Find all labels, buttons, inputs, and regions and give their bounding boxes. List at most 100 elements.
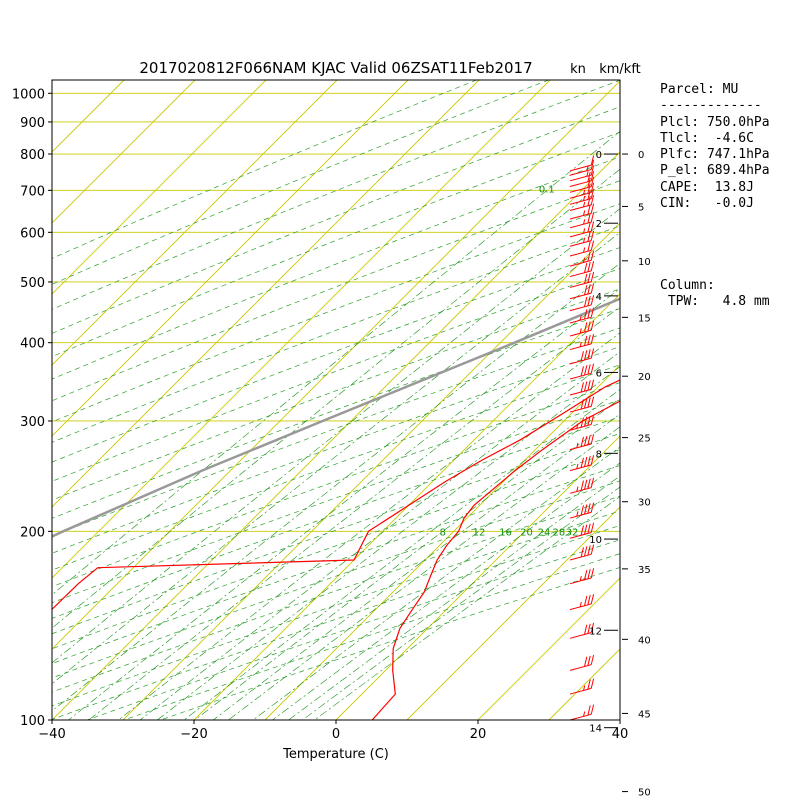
wind-barb bbox=[569, 176, 595, 193]
height-kft-label: 15 bbox=[638, 313, 651, 324]
wind-barb bbox=[569, 502, 595, 519]
column-parameters: Column: TPW: 4.8 mm bbox=[660, 278, 770, 311]
dry-adiabat bbox=[52, 106, 620, 334]
plot-frame bbox=[51, 79, 621, 721]
params-line: Tlcl: -4.6C bbox=[660, 130, 754, 146]
mixing-ratio-line bbox=[194, 398, 620, 720]
height-kft-label: 40 bbox=[638, 635, 651, 646]
height-km-label: 8 bbox=[596, 449, 602, 460]
wind-barb bbox=[569, 182, 595, 199]
isotherm bbox=[52, 80, 480, 508]
wind-barb bbox=[569, 363, 595, 380]
column-line: Column: bbox=[660, 278, 715, 293]
isotherm bbox=[52, 80, 196, 224]
mixing-ratio-line bbox=[52, 168, 620, 629]
pressure-tick-label: 100 bbox=[20, 714, 45, 729]
dry-adiabat bbox=[52, 80, 620, 310]
mixing-ratio-label-200: 20 bbox=[520, 527, 533, 538]
dry-adiabat bbox=[52, 364, 620, 571]
dry-adiabat-label: 270 bbox=[790, 129, 800, 148]
height-km-label: 12 bbox=[589, 626, 602, 637]
mixing-ratio-label-700: 2 bbox=[770, 184, 776, 195]
params-line: Parcel: MU bbox=[660, 82, 739, 97]
height-unit-label: km/kft bbox=[599, 62, 641, 77]
isotherm bbox=[193, 293, 620, 720]
mixing-ratio-label-200: 12 bbox=[473, 527, 486, 538]
wind-barb bbox=[569, 455, 595, 472]
wind-barb bbox=[569, 271, 595, 288]
height-km-label: 6 bbox=[596, 368, 602, 379]
mixing-ratio-line bbox=[52, 131, 620, 596]
temperature-tick-label: 0 bbox=[332, 727, 340, 742]
temperature-tick-label: 40 bbox=[612, 727, 629, 742]
wind-barb bbox=[569, 434, 595, 451]
wind-barb bbox=[569, 212, 595, 229]
wind-barb bbox=[569, 544, 595, 561]
height-kft-label: 5 bbox=[638, 202, 644, 213]
params-line: CAPE: 13.8J bbox=[660, 179, 754, 195]
wind-barb bbox=[569, 188, 595, 205]
wind-barb bbox=[569, 348, 595, 365]
isotherm bbox=[406, 506, 620, 720]
column-line: TPW: 4.8 mm bbox=[660, 294, 770, 310]
isotherm bbox=[52, 80, 551, 579]
wind-barb bbox=[569, 379, 595, 396]
mixing-ratio-label-200: 24 bbox=[538, 527, 551, 538]
wind-barb bbox=[569, 250, 595, 267]
params-line: ------------- bbox=[660, 98, 762, 114]
pressure-tick-label: 500 bbox=[20, 276, 45, 291]
wind-barb bbox=[569, 155, 595, 172]
temperature-tick-label: −20 bbox=[180, 727, 207, 742]
isotherm bbox=[52, 80, 54, 82]
temperature-tick-label: −40 bbox=[38, 727, 65, 742]
mixing-ratio-line bbox=[88, 306, 620, 720]
wind-barb bbox=[569, 283, 595, 300]
mixing-ratio-label-200: 8 bbox=[440, 527, 446, 538]
params-line: CIN: -0.0J bbox=[660, 196, 754, 212]
params-line: Plcl: 750.0hPa bbox=[660, 114, 770, 130]
height-km-label: 0 bbox=[596, 150, 602, 161]
temperature-tick-label: 20 bbox=[470, 727, 487, 742]
wind-barb bbox=[569, 221, 595, 238]
dry-adiabat bbox=[52, 449, 620, 650]
dry-adiabat bbox=[52, 203, 620, 423]
isotherm bbox=[122, 222, 620, 720]
mixing-ratio-label-200: 32 bbox=[566, 527, 579, 538]
wind-barb bbox=[569, 568, 595, 585]
pressure-tick-label: 700 bbox=[20, 184, 45, 199]
mixing-ratio-label-700: 0.4 bbox=[635, 184, 651, 195]
wind-barb bbox=[569, 678, 595, 695]
mixing-ratio-line bbox=[183, 389, 620, 720]
wind-barb bbox=[569, 203, 595, 220]
wind-barb bbox=[569, 240, 595, 257]
mixing-ratio-line bbox=[68, 288, 620, 720]
height-kft-label: 35 bbox=[638, 565, 651, 576]
pressure-tick-label: 900 bbox=[20, 116, 45, 131]
wind-barb bbox=[569, 522, 595, 539]
wind-barb bbox=[569, 396, 595, 413]
dry-adiabat bbox=[52, 247, 620, 463]
wind-barb bbox=[569, 159, 595, 176]
isotherm bbox=[52, 80, 409, 437]
wind-barb bbox=[569, 165, 595, 182]
dry-adiabat bbox=[52, 327, 620, 537]
mixing-ratio-label-200: 16 bbox=[499, 527, 512, 538]
parcel-trace bbox=[52, 297, 620, 538]
height-kft-label: 30 bbox=[638, 498, 651, 509]
wind-barb bbox=[569, 594, 595, 611]
height-km-label: 2 bbox=[596, 219, 602, 230]
x-axis-label: Temperature (C) bbox=[282, 747, 389, 762]
height-km-label: 14 bbox=[589, 724, 602, 735]
dry-adiabat bbox=[52, 180, 620, 402]
mixing-ratio-line bbox=[52, 208, 620, 664]
dry-adiabat bbox=[52, 156, 620, 380]
wind-barb bbox=[569, 307, 595, 324]
height-kft-label: 45 bbox=[638, 709, 651, 720]
wind-barb bbox=[569, 320, 595, 337]
wind-barb bbox=[569, 704, 595, 721]
wind-barb bbox=[569, 230, 595, 247]
wind-barb bbox=[569, 654, 595, 671]
isotherm bbox=[52, 80, 267, 295]
pressure-tick-label: 800 bbox=[20, 148, 45, 163]
wind-barb bbox=[569, 334, 595, 351]
